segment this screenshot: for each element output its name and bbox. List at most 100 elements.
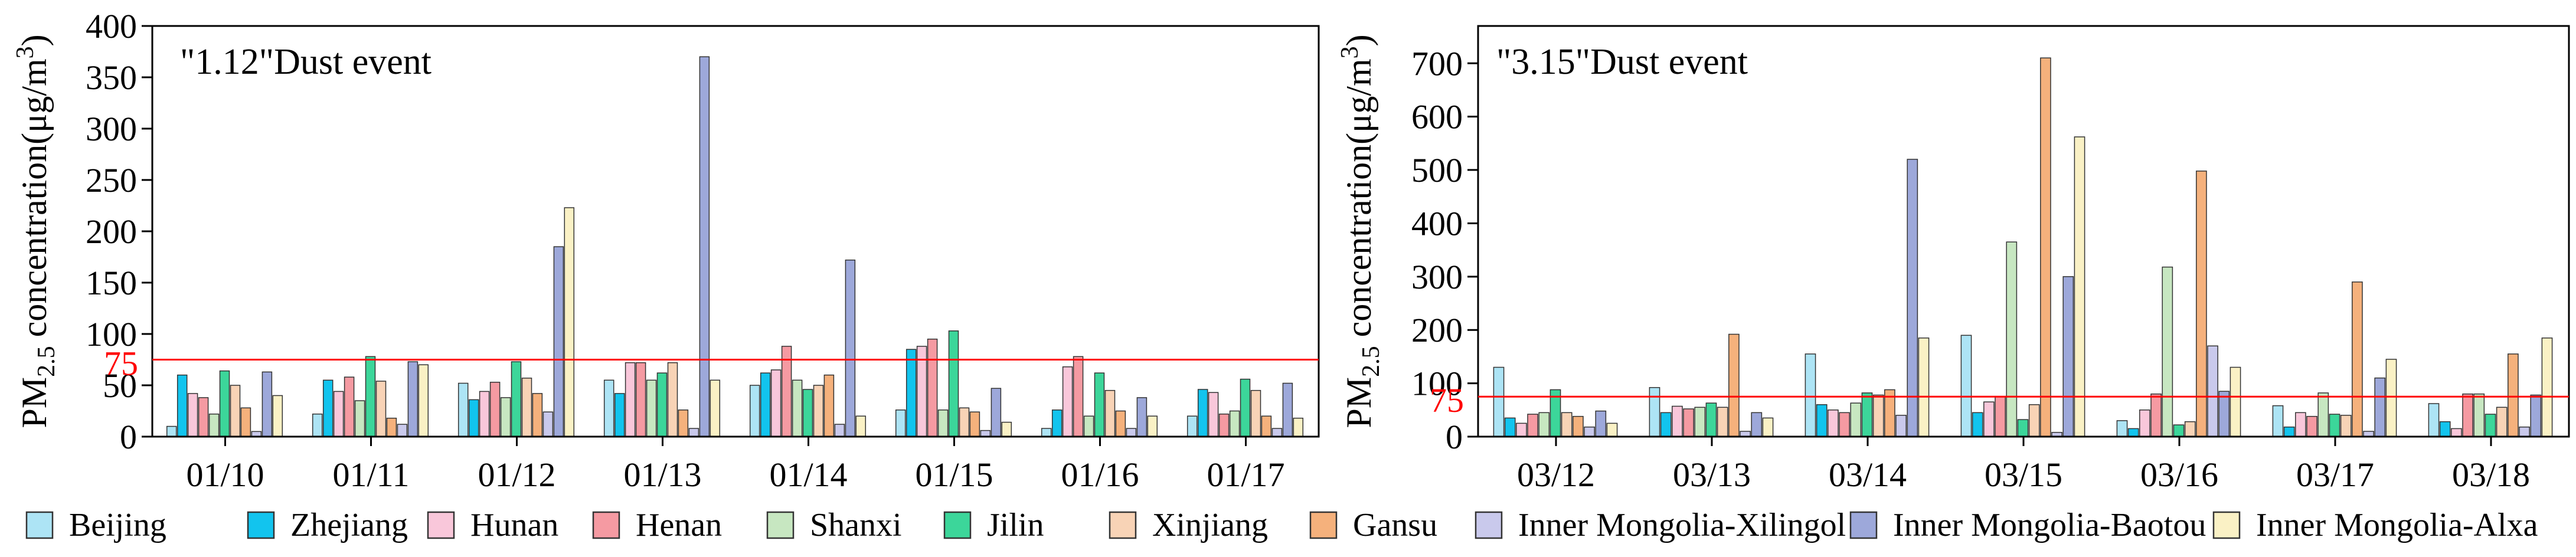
y-axis-label-part-4: ): [1339, 34, 1378, 46]
bar-zhejiang-01-14: [760, 372, 771, 437]
bar-inner-mongolia-alxa-03-13: [1762, 417, 1774, 437]
bar-hunan-03-13: [1672, 405, 1683, 437]
bar-jilin-03-16: [2173, 424, 2185, 437]
bar-zhejiang-03-17: [2283, 426, 2295, 437]
bar-jilin-01-13: [656, 372, 668, 437]
bar-henan-01-10: [198, 397, 209, 437]
bar-xinjiang-01-16: [1104, 389, 1116, 437]
bar-gansu-03-12: [1573, 415, 1584, 437]
legend-swatch-inner-mongolia-baotou: [1849, 511, 1878, 539]
legend-label-henan: Henan: [636, 507, 722, 543]
x-tick-label-01-15: 01/15: [915, 456, 993, 494]
bar-xinjiang-01-17: [1250, 389, 1261, 437]
bar-inner-mongolia-baotou-03-17: [2374, 377, 2386, 437]
bar-hunan-03-12: [1516, 422, 1527, 437]
legend-swatch-inner-mongolia-xilingol: [1475, 511, 1503, 539]
y-axis-label: PM2.5 concentration(μg/m3): [1336, 34, 1385, 428]
bar-shanxi-01-15: [937, 409, 949, 437]
x-tick-label-01-14: 01/14: [769, 456, 847, 494]
bar-inner-mongolia-baotou-01-17: [1282, 382, 1293, 437]
bar-beijing-01-17: [1186, 415, 1198, 437]
bar-inner-mongolia-alxa-03-14: [1918, 338, 1930, 437]
y-tick-label-250: 250: [86, 161, 137, 199]
bar-shanxi-03-17: [2317, 392, 2329, 437]
bar-gansu-01-14: [823, 374, 835, 437]
bar-gansu-03-17: [2352, 281, 2363, 437]
bar-zhejiang-03-13: [1660, 412, 1672, 437]
legend-label-inner-mongolia-xilingol: Inner Mongolia-Xilingol: [1518, 507, 1846, 543]
y-tick-label-200: 200: [86, 212, 137, 251]
bar-zhejiang-01-15: [905, 349, 917, 437]
bar-hunan-03-17: [2295, 412, 2306, 437]
legend-swatch-jilin: [943, 511, 972, 539]
bar-beijing-01-11: [312, 413, 323, 437]
bar-inner-mongolia-baotou-01-10: [261, 371, 273, 437]
chart-1-12-dust-event: 0 50 100 150 200 250 300 350 400 01/10 01/11 01/12 0…: [12, 7, 1320, 494]
y-axis-label-part-0: PM: [15, 377, 54, 428]
x-tick-label-01-13: 01/13: [623, 456, 701, 494]
y-tick-label-0: 0: [120, 418, 137, 456]
bar-xinjiang-01-12: [521, 378, 532, 437]
bar-inner-mongolia-alxa-01-11: [418, 364, 429, 437]
legend-swatch-gansu: [1309, 511, 1338, 539]
bar-henan-03-13: [1683, 408, 1694, 437]
legend-swatch-henan: [592, 511, 620, 539]
bar-shanxi-01-13: [646, 379, 657, 437]
bar-xinjiang-03-16: [2184, 421, 2196, 437]
legend-label-beijing: Beijing: [69, 507, 166, 543]
legend-swatch-hunan: [427, 511, 455, 539]
plot-frame: [151, 25, 1320, 438]
bar-zhejiang-03-18: [2439, 421, 2451, 437]
bar-zhejiang-03-16: [2127, 428, 2139, 437]
legend-label-inner-mongolia-baotou: Inner Mongolia-Baotou: [1893, 507, 2206, 543]
bar-jilin-01-14: [802, 389, 813, 437]
bar-jilin-03-14: [1861, 392, 1873, 437]
bar-beijing-01-15: [895, 409, 906, 437]
bar-shanxi-01-11: [354, 400, 365, 437]
y-tick-label-300: 300: [1411, 258, 1463, 296]
bar-beijing-03-12: [1493, 366, 1505, 437]
legend-swatch-shanxi: [766, 511, 795, 539]
bar-henan-03-12: [1527, 414, 1538, 437]
bar-xinjiang-01-11: [375, 381, 387, 437]
bar-inner-mongolia-baotou-01-15: [990, 388, 1002, 437]
bar-henan-03-17: [2306, 415, 2317, 437]
bar-shanxi-01-14: [792, 379, 803, 437]
bar-shanxi-03-18: [2473, 393, 2485, 437]
bar-xinjiang-03-15: [2028, 404, 2040, 437]
bar-inner-mongolia-alxa-01-13: [710, 379, 721, 437]
y-tick-label-300: 300: [86, 110, 137, 148]
bar-jilin-03-18: [2485, 414, 2496, 437]
x-tick-label-03-16: 03/16: [2140, 456, 2218, 494]
bar-zhejiang-01-17: [1197, 389, 1208, 437]
bar-xinjiang-01-15: [959, 407, 970, 437]
bar-inner-mongolia-alxa-03-18: [2541, 338, 2553, 437]
bar-jilin-01-10: [219, 370, 230, 437]
y-axis-label-part-2: concentration(μg/m: [1339, 58, 1378, 346]
x-tick-label-01-11: 01/11: [333, 456, 410, 494]
x-tick-label-03-15: 03/15: [1985, 456, 2062, 494]
bar-zhejiang-01-11: [322, 379, 334, 437]
bar-inner-mongolia-alxa-03-12: [1606, 422, 1618, 437]
bar-hunan-01-14: [770, 369, 782, 437]
bar-beijing-01-13: [603, 379, 614, 437]
bar-inner-mongolia-baotou-03-15: [2062, 276, 2074, 437]
bar-inner-mongolia-alxa-03-16: [2230, 366, 2241, 437]
y-tick-label-50: 50: [103, 366, 137, 405]
bar-zhejiang-03-14: [1816, 404, 1828, 437]
legend-swatch-xinjiang: [1109, 511, 1137, 539]
legend-swatch-beijing: [25, 511, 54, 539]
bar-zhejiang-03-15: [1972, 412, 1983, 437]
legend-swatch-zhejiang: [247, 511, 275, 539]
bar-gansu-03-15: [2040, 57, 2051, 437]
bar-inner-mongolia-xilingol-01-16: [1126, 428, 1137, 437]
bar-inner-mongolia-baotou-01-16: [1136, 397, 1148, 437]
chart-3-15-dust-event: 0 100 200 300 400 500 600 700 03/12 03/13 03/14 03/…: [1336, 25, 2570, 494]
bar-inner-mongolia-xilingol-01-11: [397, 424, 408, 437]
bar-hunan-03-18: [2451, 428, 2462, 437]
bar-henan-01-16: [1073, 356, 1084, 437]
bar-xinjiang-03-12: [1561, 412, 1573, 437]
bar-henan-03-14: [1839, 412, 1850, 437]
bar-inner-mongolia-alxa-01-16: [1147, 415, 1158, 437]
bar-henan-01-13: [635, 362, 646, 437]
